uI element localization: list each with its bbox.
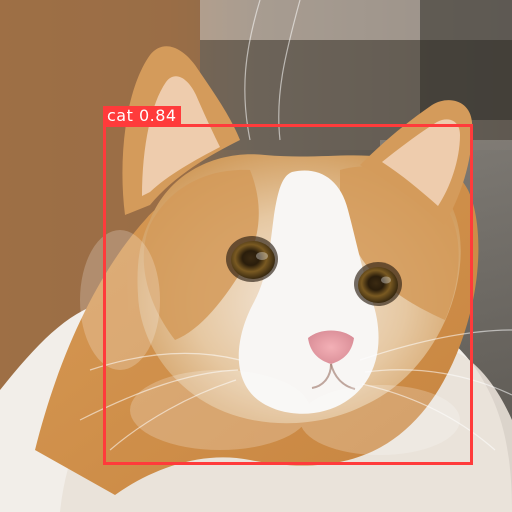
detection-bounding-box (103, 124, 473, 465)
detection-label: cat 0.84 (103, 106, 181, 126)
